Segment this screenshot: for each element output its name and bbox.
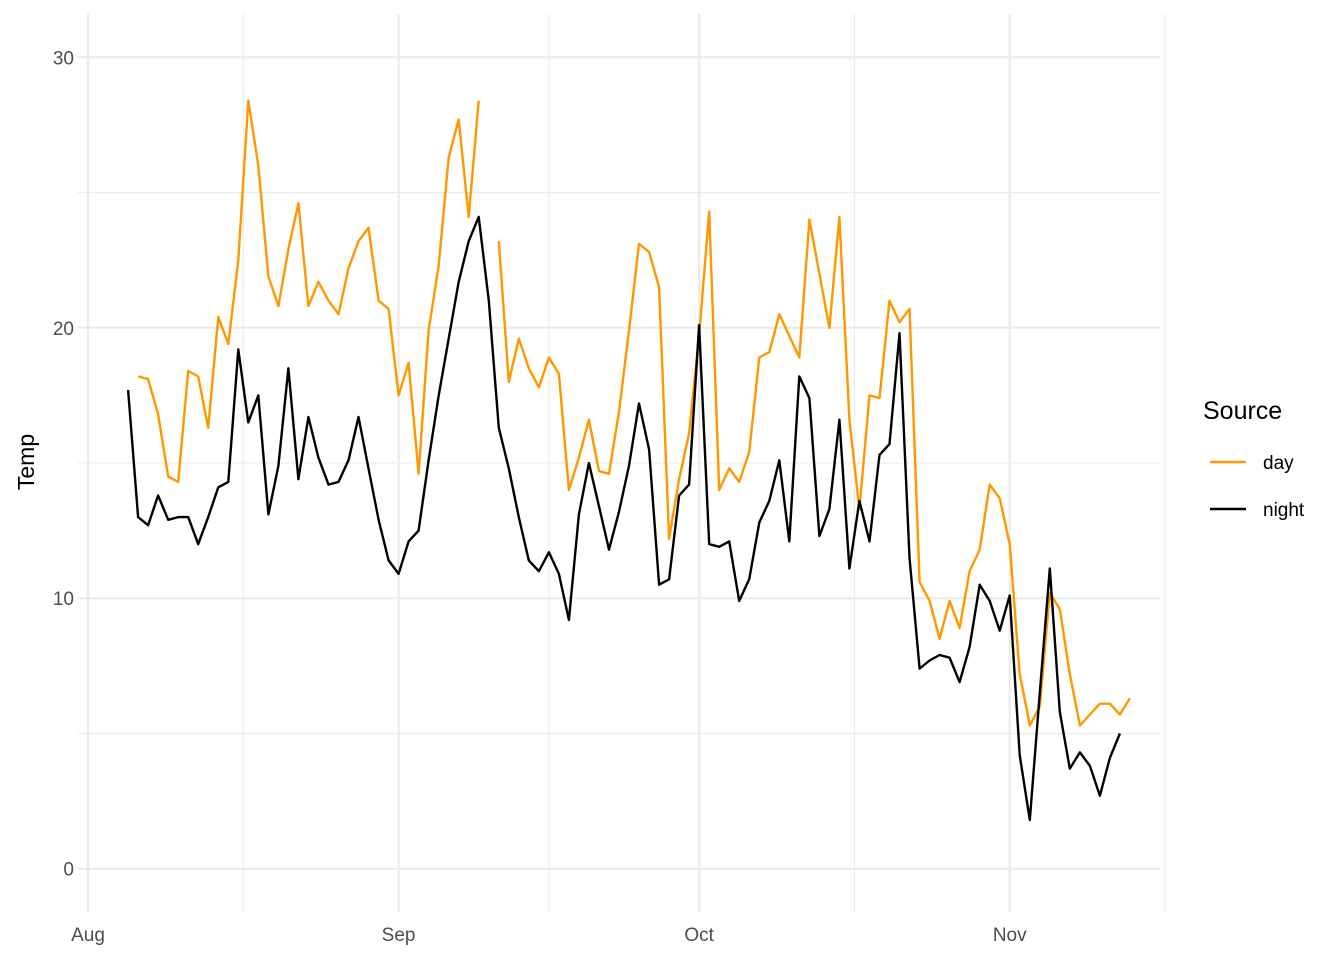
series-line-night [126, 215, 1122, 822]
x-axis-tick-labels: Aug Sep Oct Nov [71, 925, 1027, 946]
y-axis-title: Temp [13, 434, 39, 490]
x-tick-label: Oct [684, 925, 714, 946]
y-tick-label: 10 [53, 589, 74, 610]
y-axis-tick-labels: 0 10 20 30 [53, 48, 74, 880]
y-tick-label: 30 [53, 48, 74, 69]
y-tick-label: 20 [53, 319, 74, 340]
series-lines [126, 99, 1131, 822]
legend-label-day: day [1263, 453, 1294, 474]
gridlines [78, 14, 1166, 912]
x-tick-label: Aug [71, 925, 105, 946]
legend: Source day night [1203, 397, 1305, 521]
x-tick-label: Nov [993, 925, 1027, 946]
legend-label-night: night [1263, 500, 1305, 521]
y-tick-label: 0 [63, 860, 74, 881]
x-tick-label: Sep [382, 925, 416, 946]
legend-title: Source [1203, 397, 1282, 425]
series-line-day [137, 99, 1131, 727]
